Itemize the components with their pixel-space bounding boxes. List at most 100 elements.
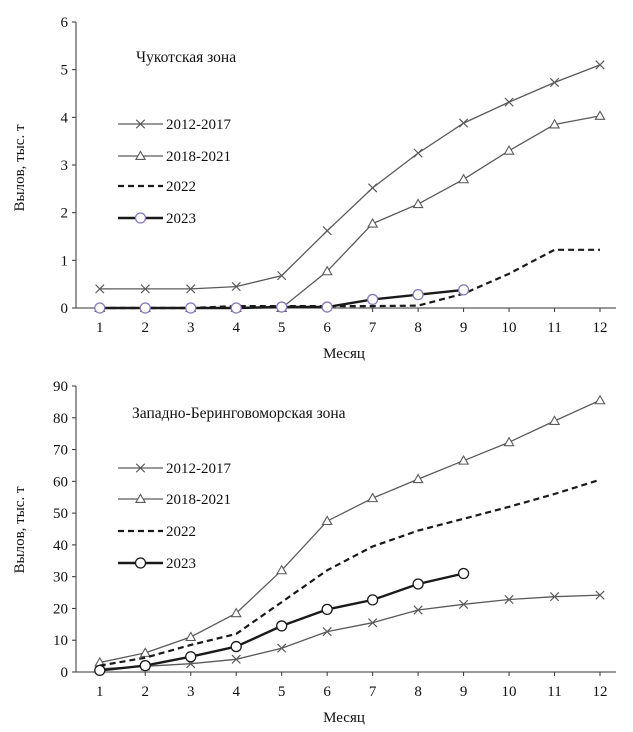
- legend-label: 2022: [166, 524, 196, 540]
- x-tick-label: 5: [278, 684, 286, 700]
- legend-label: 2022: [166, 179, 196, 195]
- data-point: [368, 183, 378, 193]
- x-tick-label: 7: [369, 684, 377, 700]
- data-point: [413, 605, 423, 615]
- data-point: [95, 284, 105, 294]
- x-tick-label: 10: [502, 320, 517, 336]
- x-tick-label: 12: [593, 320, 608, 336]
- legend-item: 2022: [118, 524, 196, 540]
- data-point: [412, 473, 424, 484]
- x-tick-label: 3: [187, 684, 195, 700]
- series-2012-2017: [95, 590, 605, 674]
- legend-marker: [134, 493, 147, 503]
- data-point: [139, 647, 151, 657]
- series-2018-2021: [94, 394, 606, 667]
- x-tick-label: 6: [323, 684, 331, 700]
- data-point: [230, 302, 242, 314]
- data-point: [367, 492, 379, 503]
- data-point: [504, 97, 514, 107]
- data-point: [277, 643, 287, 653]
- x-axis-label: Месяц: [323, 710, 365, 726]
- data-point: [595, 590, 605, 600]
- y-tick-label: 0: [61, 665, 69, 681]
- data-point: [548, 118, 561, 129]
- x-tick-label: 8: [414, 320, 422, 336]
- legend-label: 2012-2017: [166, 117, 231, 133]
- y-axis-label: Вылов, тыс. т: [12, 124, 28, 211]
- data-point: [503, 436, 515, 447]
- data-point: [321, 603, 333, 616]
- data-point: [94, 302, 106, 314]
- data-point: [366, 293, 379, 306]
- x-tick-label: 9: [460, 684, 468, 700]
- legend-item: 2018-2021: [118, 149, 231, 165]
- series-line: [99, 594, 601, 670]
- y-tick-label: 80: [53, 411, 68, 427]
- data-point: [412, 578, 424, 590]
- data-point: [185, 302, 197, 314]
- legend-item: 2012-2017: [118, 461, 231, 477]
- data-point: [458, 118, 469, 128]
- legend-label: 2012-2017: [166, 461, 231, 477]
- y-tick-label: 90: [53, 379, 68, 395]
- x-tick-label: 5: [278, 320, 286, 336]
- x-tick-label: 4: [232, 320, 240, 336]
- x-tick-label: 9: [460, 320, 468, 336]
- data-point: [412, 198, 424, 209]
- y-tick-label: 3: [61, 158, 69, 174]
- y-tick-label: 40: [53, 538, 68, 554]
- data-point: [503, 144, 515, 155]
- series-line: [99, 399, 601, 664]
- legend-marker: [135, 119, 146, 129]
- y-tick-label: 6: [61, 15, 69, 31]
- chart-title: Чукотская зона: [136, 49, 236, 66]
- data-point: [94, 664, 106, 677]
- series-line: [99, 64, 601, 290]
- legend-item: 2022: [118, 179, 196, 195]
- legend-item: 2023: [118, 211, 196, 227]
- data-point: [231, 281, 241, 292]
- data-point: [185, 631, 197, 642]
- data-point: [276, 620, 288, 632]
- data-point: [366, 594, 379, 606]
- x-tick-label: 1: [96, 320, 104, 336]
- data-point: [548, 415, 561, 425]
- data-point: [276, 301, 288, 313]
- series-line: [99, 248, 600, 310]
- data-point: [140, 284, 150, 294]
- y-tick-label: 5: [61, 63, 69, 79]
- x-tick-label: 10: [502, 684, 517, 700]
- data-point: [322, 226, 332, 236]
- data-point: [413, 148, 423, 158]
- y-tick-label: 1: [61, 253, 69, 269]
- x-tick-label: 11: [547, 320, 561, 336]
- legend-marker: [134, 212, 147, 224]
- x-tick-label: 1: [96, 684, 104, 700]
- data-point: [367, 217, 379, 228]
- data-point: [549, 77, 560, 88]
- data-point: [139, 659, 151, 672]
- y-tick-label: 20: [53, 601, 68, 617]
- y-tick-label: 50: [53, 506, 68, 522]
- legend-marker: [135, 463, 146, 473]
- y-tick-label: 60: [53, 474, 68, 490]
- legend-item: 2012-2017: [118, 117, 231, 133]
- y-tick-label: 0: [61, 301, 69, 317]
- legend-label: 2018-2021: [166, 149, 231, 165]
- series-2023: [94, 284, 470, 314]
- y-tick-label: 10: [53, 633, 68, 649]
- data-point: [321, 301, 333, 313]
- data-point: [457, 567, 470, 580]
- x-tick-label: 2: [142, 320, 150, 336]
- data-point: [276, 564, 288, 575]
- legend-item: 2018-2021: [118, 492, 231, 508]
- data-point: [594, 394, 606, 405]
- data-point: [504, 594, 514, 605]
- x-tick-label: 4: [232, 684, 240, 700]
- x-axis-label: Месяц: [323, 346, 365, 362]
- data-point: [231, 654, 241, 664]
- series-line: [99, 478, 601, 667]
- data-point: [458, 454, 470, 465]
- y-tick-label: 30: [53, 570, 68, 586]
